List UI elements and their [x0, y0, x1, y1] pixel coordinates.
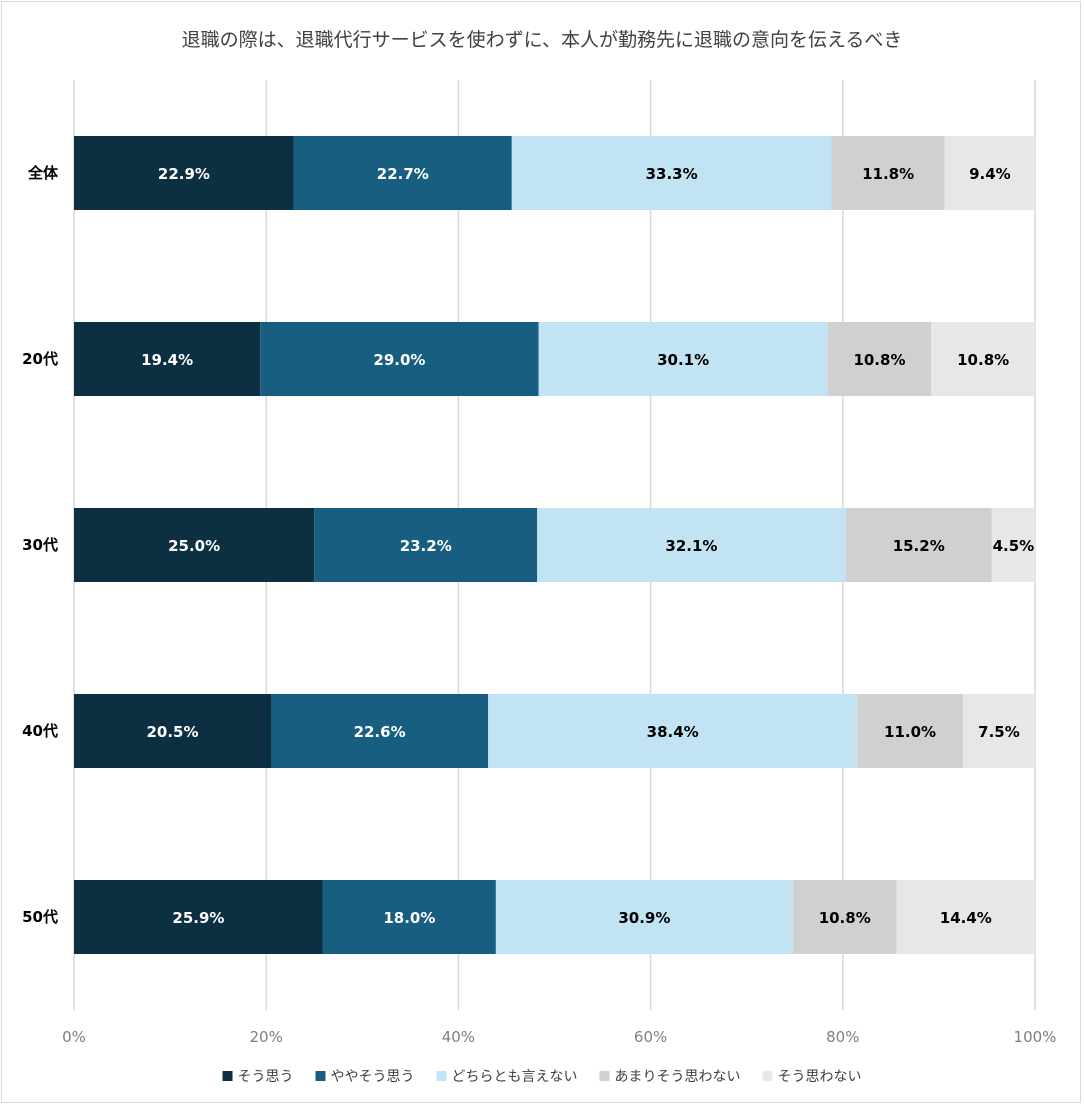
bar-segment — [896, 880, 1035, 954]
data-label: 30.9% — [618, 909, 670, 927]
data-label: 20.5% — [146, 723, 198, 741]
data-label: 19.4% — [141, 351, 193, 369]
legend-swatch — [762, 1071, 773, 1081]
bar-segment — [260, 322, 539, 396]
data-label: 30.1% — [657, 351, 709, 369]
bar-segment — [962, 694, 1035, 768]
legend-label: どちらとも言えない — [452, 1069, 578, 1085]
bar-segment — [74, 694, 272, 768]
bar-segment — [488, 694, 858, 768]
legend-label: そう思わない — [778, 1069, 862, 1085]
bar-segment — [827, 322, 932, 396]
category-label: 30代 — [22, 536, 58, 554]
bar-segment — [831, 136, 945, 210]
data-label: 10.8% — [853, 351, 905, 369]
bar-segment — [74, 322, 261, 396]
data-label: 23.2% — [400, 537, 452, 555]
x-tick-labels: 0% 20% 40% 60% 80% 100% — [62, 1028, 1056, 1046]
legend-swatch — [599, 1071, 610, 1081]
category-label: 20代 — [22, 350, 58, 368]
legend-swatch — [222, 1071, 233, 1081]
data-label: 22.9% — [158, 165, 210, 183]
x-tick-label: 60% — [634, 1028, 667, 1046]
bar-segment — [931, 322, 1035, 396]
data-label: 14.4% — [940, 909, 992, 927]
bar-segment — [511, 136, 832, 210]
data-label: 22.6% — [354, 723, 406, 741]
category-label: 50代 — [22, 908, 58, 926]
category-labels: 全体 20代 30代 40代 50代 — [22, 164, 59, 926]
legend: そう思う ややそう思う どちらとも言えない あまりそう思わない そう思わない — [222, 1069, 862, 1085]
data-label: 29.0% — [373, 351, 425, 369]
data-label: 10.8% — [957, 351, 1009, 369]
x-tick-label: 0% — [62, 1028, 86, 1046]
bars: 22.9% 22.7% 33.3% 11.8% 9.4% 19.4% 29.0% 30.1% 1… — [74, 136, 1035, 954]
data-label: 9.4% — [969, 165, 1011, 183]
data-label: 25.0% — [168, 537, 220, 555]
legend-label: あまりそう思わない — [615, 1069, 741, 1085]
legend-label: そう思う — [238, 1069, 294, 1085]
bar-segment — [495, 880, 793, 954]
category-label: 40代 — [22, 722, 58, 740]
data-label: 22.7% — [377, 165, 429, 183]
bar-segment — [74, 508, 315, 582]
legend-label: ややそう思う — [331, 1069, 415, 1085]
bar-segment — [991, 508, 1035, 582]
bar-segment — [857, 694, 963, 768]
data-label: 15.2% — [893, 537, 945, 555]
data-label: 4.5% — [993, 537, 1035, 555]
data-label: 18.0% — [383, 909, 435, 927]
x-tick-label: 40% — [442, 1028, 475, 1046]
data-label: 7.5% — [978, 723, 1020, 741]
bar-segment — [845, 508, 992, 582]
x-tick-label: 100% — [1014, 1028, 1057, 1046]
chart-title: 退職の際は、退職代行サービスを使わずに、本人が勤務先に退職の意向を伝えるべき — [182, 29, 903, 51]
data-label: 11.0% — [884, 723, 936, 741]
bar-segment — [322, 880, 496, 954]
data-label: 10.8% — [819, 909, 871, 927]
bar-segment — [271, 694, 489, 768]
data-label: 32.1% — [665, 537, 717, 555]
bar-segment — [792, 880, 897, 954]
x-tick-label: 80% — [826, 1028, 859, 1046]
x-tick-label: 20% — [250, 1028, 283, 1046]
legend-swatch — [315, 1071, 326, 1081]
bar-segment — [74, 880, 323, 954]
bar-segment — [537, 508, 846, 582]
bar-segment — [293, 136, 512, 210]
bar-segment — [944, 136, 1035, 210]
bar-segment — [314, 508, 538, 582]
data-label: 38.4% — [647, 723, 699, 741]
legend-swatch — [436, 1071, 447, 1081]
bar-segment — [74, 136, 294, 210]
data-label: 11.8% — [862, 165, 914, 183]
category-label: 全体 — [27, 164, 59, 182]
data-label: 33.3% — [646, 165, 698, 183]
bar-segment — [538, 322, 828, 396]
data-label: 25.9% — [172, 909, 224, 927]
